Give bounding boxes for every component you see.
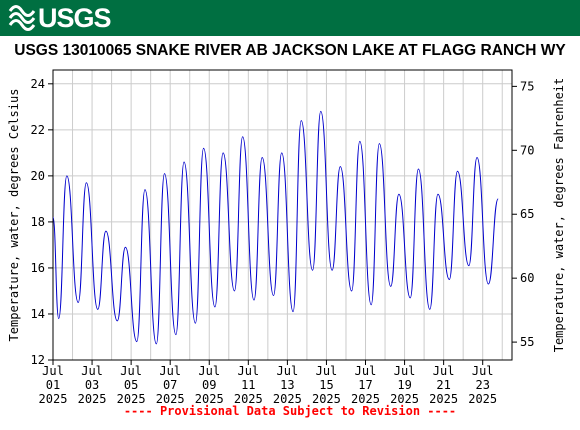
x-tick-label: 2025 xyxy=(351,392,380,406)
x-tick-label: Jul xyxy=(355,364,377,378)
plot-border xyxy=(52,69,513,361)
y-tick-label: 24 xyxy=(31,77,45,91)
x-tick-label: Jul xyxy=(277,364,299,378)
x-tick-label: 2025 xyxy=(39,392,68,406)
x-tick-label: 2025 xyxy=(117,392,146,406)
x-tick-label: 2025 xyxy=(312,392,341,406)
provisional-note: ---- Provisional Data Subject to Revisio… xyxy=(123,404,457,418)
y-tick-label: 18 xyxy=(31,215,45,229)
x-tick-label: 13 xyxy=(280,378,294,392)
y-tick-label: 16 xyxy=(31,261,45,275)
x-tick-label: 05 xyxy=(124,378,138,392)
y-tick-label: 22 xyxy=(31,123,45,137)
y-tick-label: 20 xyxy=(31,169,45,183)
x-tick-label: Jul xyxy=(159,364,181,378)
x-tick-label: 03 xyxy=(85,378,99,392)
usgs-wave-icon xyxy=(8,5,36,31)
y-right-tick-label: 75 xyxy=(520,79,534,93)
x-tick-label: 17 xyxy=(358,378,372,392)
y-right-tick-label: 60 xyxy=(520,271,534,285)
x-tick-label: Jul xyxy=(316,364,338,378)
x-tick-label: 09 xyxy=(202,378,216,392)
x-tick-label: Jul xyxy=(120,364,142,378)
x-tick-label: Jul xyxy=(237,364,259,378)
y-tick-label: 14 xyxy=(31,307,45,321)
x-tick-label: 19 xyxy=(397,378,411,392)
x-tick-label: 2025 xyxy=(156,392,185,406)
x-tick-label: Jul xyxy=(394,364,416,378)
y-right-tick-label: 65 xyxy=(520,207,534,221)
x-tick-label: 01 xyxy=(46,378,60,392)
x-tick-label: 2025 xyxy=(273,392,302,406)
x-tick-label: Jul xyxy=(81,364,103,378)
x-tick-label: 2025 xyxy=(234,392,263,406)
x-tick-label: Jul xyxy=(42,364,64,378)
x-tick-label: Jul xyxy=(433,364,455,378)
x-tick-label: 2025 xyxy=(195,392,224,406)
x-tick-label: 23 xyxy=(475,378,489,392)
temperature-series-line xyxy=(52,110,499,345)
usgs-banner: USGS xyxy=(0,0,580,36)
chart-title: USGS 13010065 SNAKE RIVER AB JACKSON LAK… xyxy=(14,42,566,59)
x-tick-label: 2025 xyxy=(390,392,419,406)
y-tick-label: 12 xyxy=(31,353,45,367)
x-tick-label: 2025 xyxy=(468,392,497,406)
y-right-axis-label: Temperature, water, degrees Fahrenheit xyxy=(552,78,566,353)
x-tick-label: Jul xyxy=(198,364,220,378)
x-tick-label: 15 xyxy=(319,378,333,392)
x-tick-label: 11 xyxy=(241,378,255,392)
usgs-logo-text: USGS xyxy=(38,2,112,33)
y-axis-label: Temperature, water, degrees Celsius xyxy=(7,89,21,342)
usgs-logo[interactable]: USGS xyxy=(8,2,112,33)
y-right-tick-label: 70 xyxy=(520,143,534,157)
x-tick-label: 2025 xyxy=(429,392,458,406)
x-tick-label: 21 xyxy=(436,378,450,392)
y-right-tick-label: 55 xyxy=(520,335,534,349)
x-tick-label: 07 xyxy=(163,378,177,392)
x-tick-label: Jul xyxy=(472,364,494,378)
x-tick-label: 2025 xyxy=(78,392,107,406)
